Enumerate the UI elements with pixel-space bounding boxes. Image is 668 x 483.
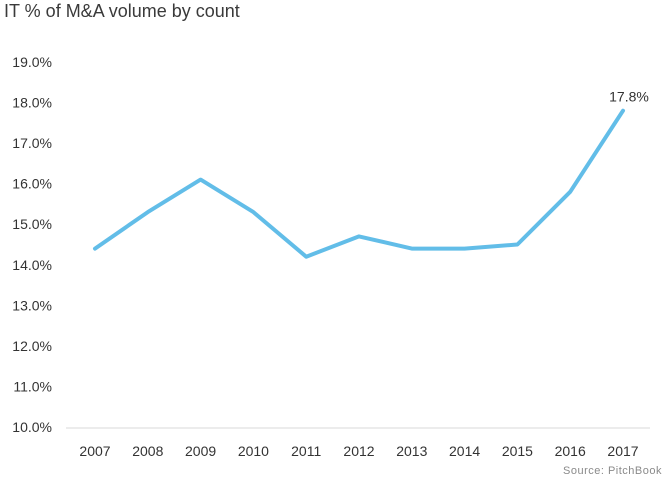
- y-tick-label: 13.0%: [12, 297, 52, 313]
- x-tick-label: 2009: [185, 443, 216, 459]
- source-note: Source: PitchBook: [563, 465, 662, 477]
- y-axis-ticks: 10.0% 11.0% 12.0% 13.0% 14.0% 15.0% 16.0% 17.0%…: [12, 54, 52, 435]
- x-tick-label: 2007: [79, 443, 110, 459]
- x-tick-label: 2013: [396, 443, 427, 459]
- series-group: [93, 108, 625, 259]
- x-tick-label: 2011: [291, 443, 321, 459]
- x-tick-label: 2012: [343, 443, 374, 459]
- y-tick-label: 14.0%: [12, 257, 52, 273]
- x-tick-label: 2010: [238, 443, 269, 459]
- y-tick-label: 18.0%: [12, 95, 52, 111]
- chart-title: IT % of M&A volume by count: [4, 1, 240, 21]
- y-tick-label: 12.0%: [12, 338, 52, 354]
- y-tick-label: 16.0%: [12, 176, 52, 192]
- series-line: [93, 108, 625, 259]
- x-tick-label: 2015: [502, 443, 533, 459]
- y-tick-label: 10.0%: [12, 419, 52, 435]
- y-tick-label: 11.0%: [13, 378, 52, 394]
- y-tick-label: 15.0%: [12, 216, 52, 232]
- y-tick-label: 17.0%: [12, 135, 52, 151]
- y-tick-label: 19.0%: [12, 54, 52, 70]
- x-axis-ticks: 2007 2008 2009 2010 2011 2012 2013 2014 2015 2016…: [79, 443, 638, 459]
- x-tick-label: 2014: [449, 443, 480, 459]
- x-tick-label: 2016: [555, 443, 586, 459]
- annotation-group: 17.8%: [609, 89, 649, 105]
- data-label: 17.8%: [609, 89, 649, 105]
- x-tick-label: 2008: [132, 443, 163, 459]
- x-tick-label: 2017: [607, 443, 638, 459]
